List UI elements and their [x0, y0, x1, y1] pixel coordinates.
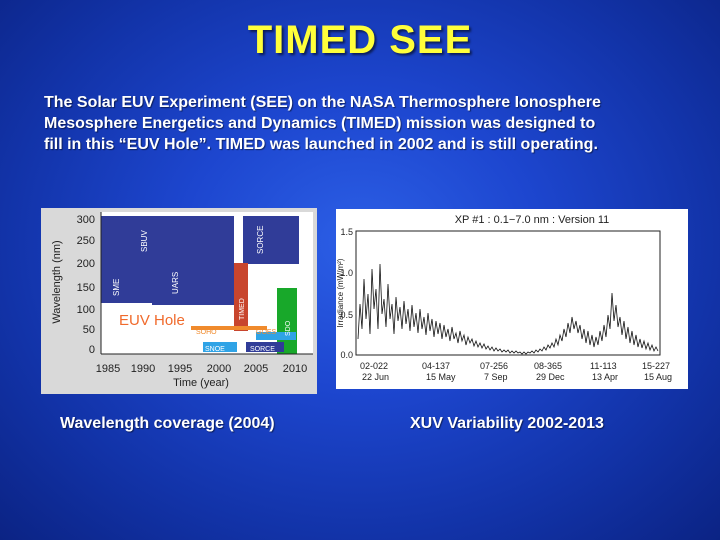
y-tick-label: 100 [77, 304, 95, 316]
x-tick-label: 2005 [244, 363, 268, 375]
x-tick-label: 04-137 [422, 361, 450, 371]
mission-label: SORCE [250, 346, 275, 353]
intro-line: fill in this “EUV Hole”. TIMED was launc… [44, 136, 598, 153]
x-tick-label: 08-365 [534, 361, 562, 371]
x-tick-label: 13 Apr [592, 372, 618, 382]
mission-label: SBUV [140, 230, 149, 252]
x-tick-label: 2010 [283, 363, 307, 375]
x-tick-label: 15 Aug [644, 372, 672, 382]
coverage-block [101, 258, 153, 303]
irradiance-trace [357, 263, 659, 355]
plot-frame [355, 230, 661, 356]
mission-label: SDO [285, 320, 292, 336]
x-tick-label: 1985 [96, 363, 120, 375]
y-tick-label: 250 [77, 235, 95, 247]
x-tick-label: 1995 [168, 363, 192, 375]
y-tick-label: 150 [77, 282, 95, 294]
plot-title: XP #1 : 0.1−7.0 nm : Version 11 [455, 214, 610, 226]
mission-label: SORCE [256, 226, 265, 254]
y-tick-label: 1.0 [340, 268, 353, 278]
x-tick-label: 11-113 [590, 361, 617, 371]
snoe-band [203, 342, 237, 352]
coverage-block [243, 216, 299, 264]
y-tick-label: 0 [89, 344, 95, 356]
intro-line: Mesosphere Energetics and Dynamics (TIME… [44, 115, 596, 132]
x-axis-label: Time (year) [173, 377, 229, 389]
xuv-variability-figure: XP #1 : 0.1−7.0 nm : Version 11 0.0 0.5 … [336, 209, 688, 389]
x-tick-label: 1990 [131, 363, 155, 375]
y-tick-label: 0.0 [340, 350, 353, 360]
x-tick-label: 02-022 [360, 361, 388, 371]
x-tick-label: 22 Jun [362, 372, 389, 382]
timed-bar [234, 263, 248, 331]
x-tick-label: 29 Dec [536, 372, 565, 382]
goes-band [256, 332, 296, 340]
y-axis-label: Wavelength (nm) [51, 240, 63, 323]
right-figure-caption: XUV Variability 2002-2013 [410, 415, 604, 432]
wavelength-coverage-figure: SBUV SME UARS SORCE TIMED SDO SOHO GOES … [41, 208, 317, 394]
left-figure-caption: Wavelength coverage (2004) [60, 415, 275, 432]
x-tick-label: 07-256 [480, 361, 508, 371]
mission-label: GOES [256, 329, 277, 336]
wavelength-coverage-svg: SBUV SME UARS SORCE TIMED SDO SOHO GOES … [51, 212, 313, 389]
y-tick-label: 300 [77, 214, 95, 226]
slide-title: TIMED SEE [247, 18, 473, 62]
y-tick-label: 50 [83, 324, 95, 336]
mission-label: SOHO [196, 329, 217, 336]
intro-line: The Solar EUV Experiment (SEE) on the NA… [44, 94, 601, 111]
y-axis-label: Irradiance (mW/m²) [336, 258, 345, 327]
coverage-block [152, 216, 234, 305]
xuv-variability-svg: XP #1 : 0.1−7.0 nm : Version 11 0.0 0.5 … [336, 214, 672, 382]
mission-label: SNOE [205, 346, 225, 353]
x-tick-label: 15 May [426, 372, 456, 382]
x-tick-label: 2000 [207, 363, 231, 375]
mission-label: UARS [171, 272, 180, 294]
mission-label: TIMED [239, 298, 246, 320]
y-tick-label: 0.5 [340, 310, 353, 320]
x-tick-label: 15-227 [642, 361, 670, 371]
soho-band [191, 326, 267, 330]
euv-hole-label: EUV Hole [119, 312, 185, 329]
y-tick-label: 200 [77, 258, 95, 270]
y-tick-label: 1.5 [340, 227, 353, 237]
mission-label: SME [112, 279, 121, 296]
intro-text: The Solar EUV Experiment (SEE) on the NA… [44, 92, 684, 155]
sorce-low-band [246, 342, 284, 352]
x-tick-label: 7 Sep [484, 372, 508, 382]
